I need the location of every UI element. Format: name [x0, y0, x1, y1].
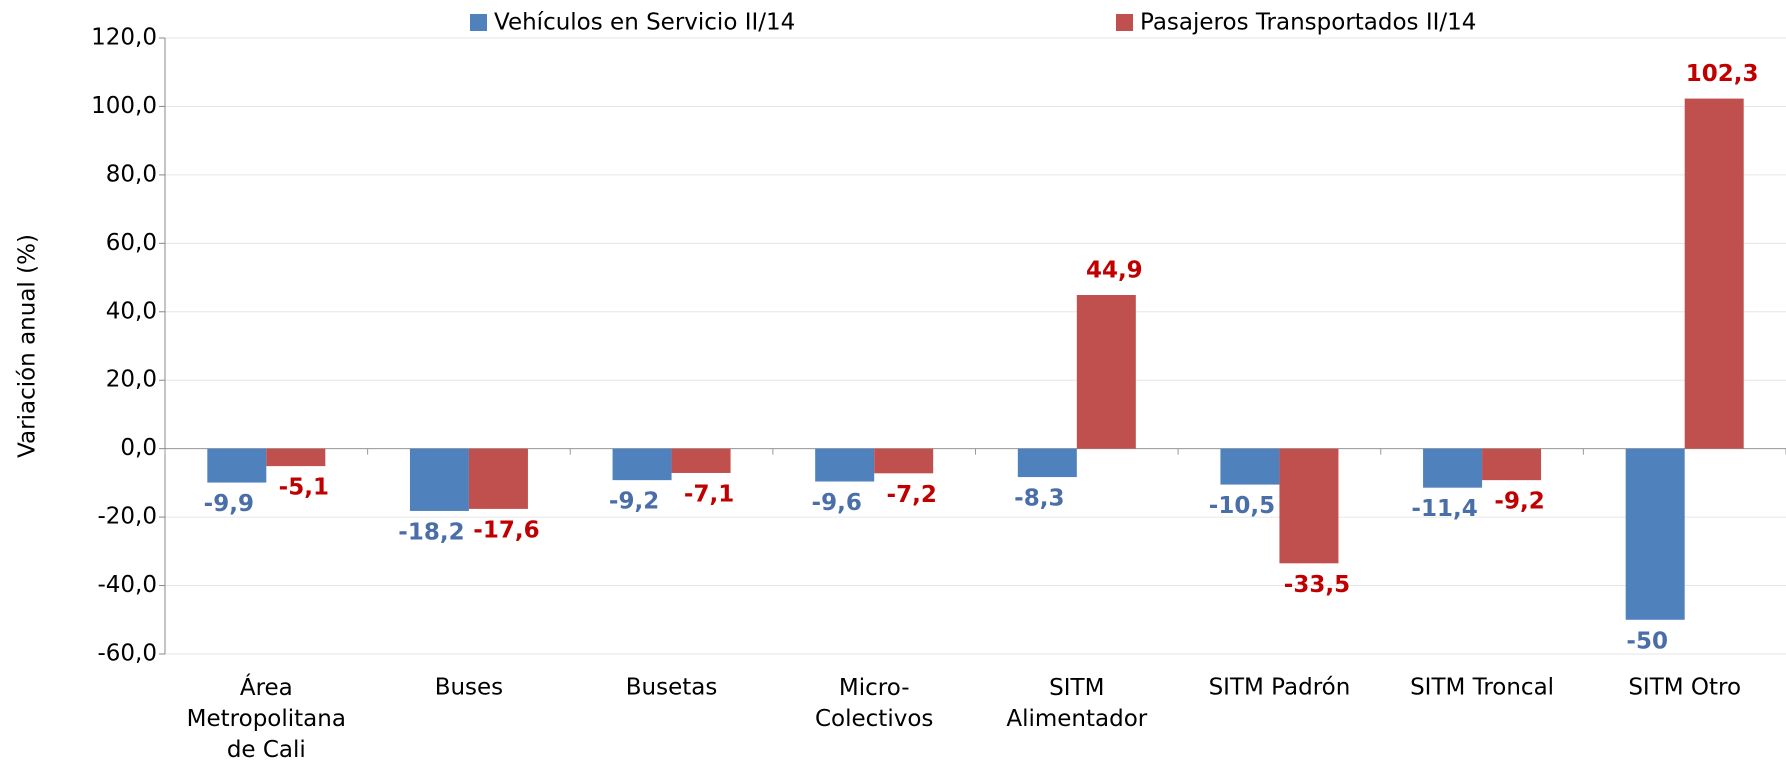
legend-label: Vehículos en Servicio II/14 [494, 10, 795, 36]
x-tick-label: Busetas [626, 675, 718, 701]
bar [874, 448, 934, 474]
bar [1076, 295, 1136, 449]
y-tick-label: 0,0 [120, 435, 157, 461]
y-tick-label: -40,0 [97, 572, 157, 598]
x-tick-label: SITM Troncal [1410, 675, 1554, 701]
y-tick-label: 100,0 [91, 93, 157, 119]
bar [1017, 448, 1077, 478]
data-label: -11,4 [1411, 496, 1477, 522]
data-label: -17,6 [473, 517, 539, 543]
bar [409, 448, 469, 511]
bar [815, 448, 875, 482]
bar [671, 448, 731, 473]
y-tick-label: 120,0 [91, 25, 157, 51]
legend-label: Pasajeros Transportados II/14 [1140, 10, 1476, 36]
bar [1279, 448, 1339, 564]
data-label: 102,3 [1686, 61, 1759, 87]
data-label: -33,5 [1284, 572, 1350, 598]
bar [207, 448, 267, 483]
x-tick-label: Buses [435, 675, 503, 701]
data-label: -9,2 [609, 489, 659, 515]
data-label: -7,2 [887, 482, 937, 508]
legend-swatch [470, 14, 487, 31]
x-tick-label: SITM Alimentador [1006, 675, 1147, 732]
bar [612, 448, 672, 481]
bar [1220, 448, 1280, 485]
y-tick-label: 80,0 [106, 161, 157, 187]
y-tick-label: -60,0 [97, 641, 157, 667]
data-label: -8,3 [1014, 486, 1064, 512]
bar [468, 448, 528, 509]
x-tick-label: Micro-Colectivos [815, 675, 933, 732]
data-label: 44,9 [1086, 258, 1143, 284]
x-tick-label: SITM Padrón [1209, 675, 1351, 701]
data-label: -18,2 [398, 519, 464, 545]
data-label: -5,1 [279, 475, 329, 501]
bar [1482, 448, 1542, 481]
x-tick-label: SITM Otro [1628, 675, 1741, 701]
legend-swatch [1116, 14, 1133, 31]
bar [266, 448, 326, 467]
bar [1684, 98, 1744, 449]
data-label: -50 [1626, 628, 1668, 654]
data-label: -10,5 [1209, 493, 1275, 519]
data-label: -7,1 [684, 481, 734, 507]
y-tick-label: 60,0 [106, 230, 157, 256]
bar [1625, 448, 1685, 620]
y-tick-label: -20,0 [97, 504, 157, 530]
y-tick-label: 40,0 [106, 298, 157, 324]
bar [1423, 448, 1483, 488]
y-tick-label: 20,0 [106, 367, 157, 393]
data-label: -9,6 [812, 490, 862, 516]
x-tick-label: Área Metropolitana de Cali [187, 673, 346, 763]
y-axis-label: Variación anual (%) [15, 234, 41, 458]
data-label: -9,9 [204, 491, 254, 517]
data-label: -9,2 [1494, 489, 1544, 515]
